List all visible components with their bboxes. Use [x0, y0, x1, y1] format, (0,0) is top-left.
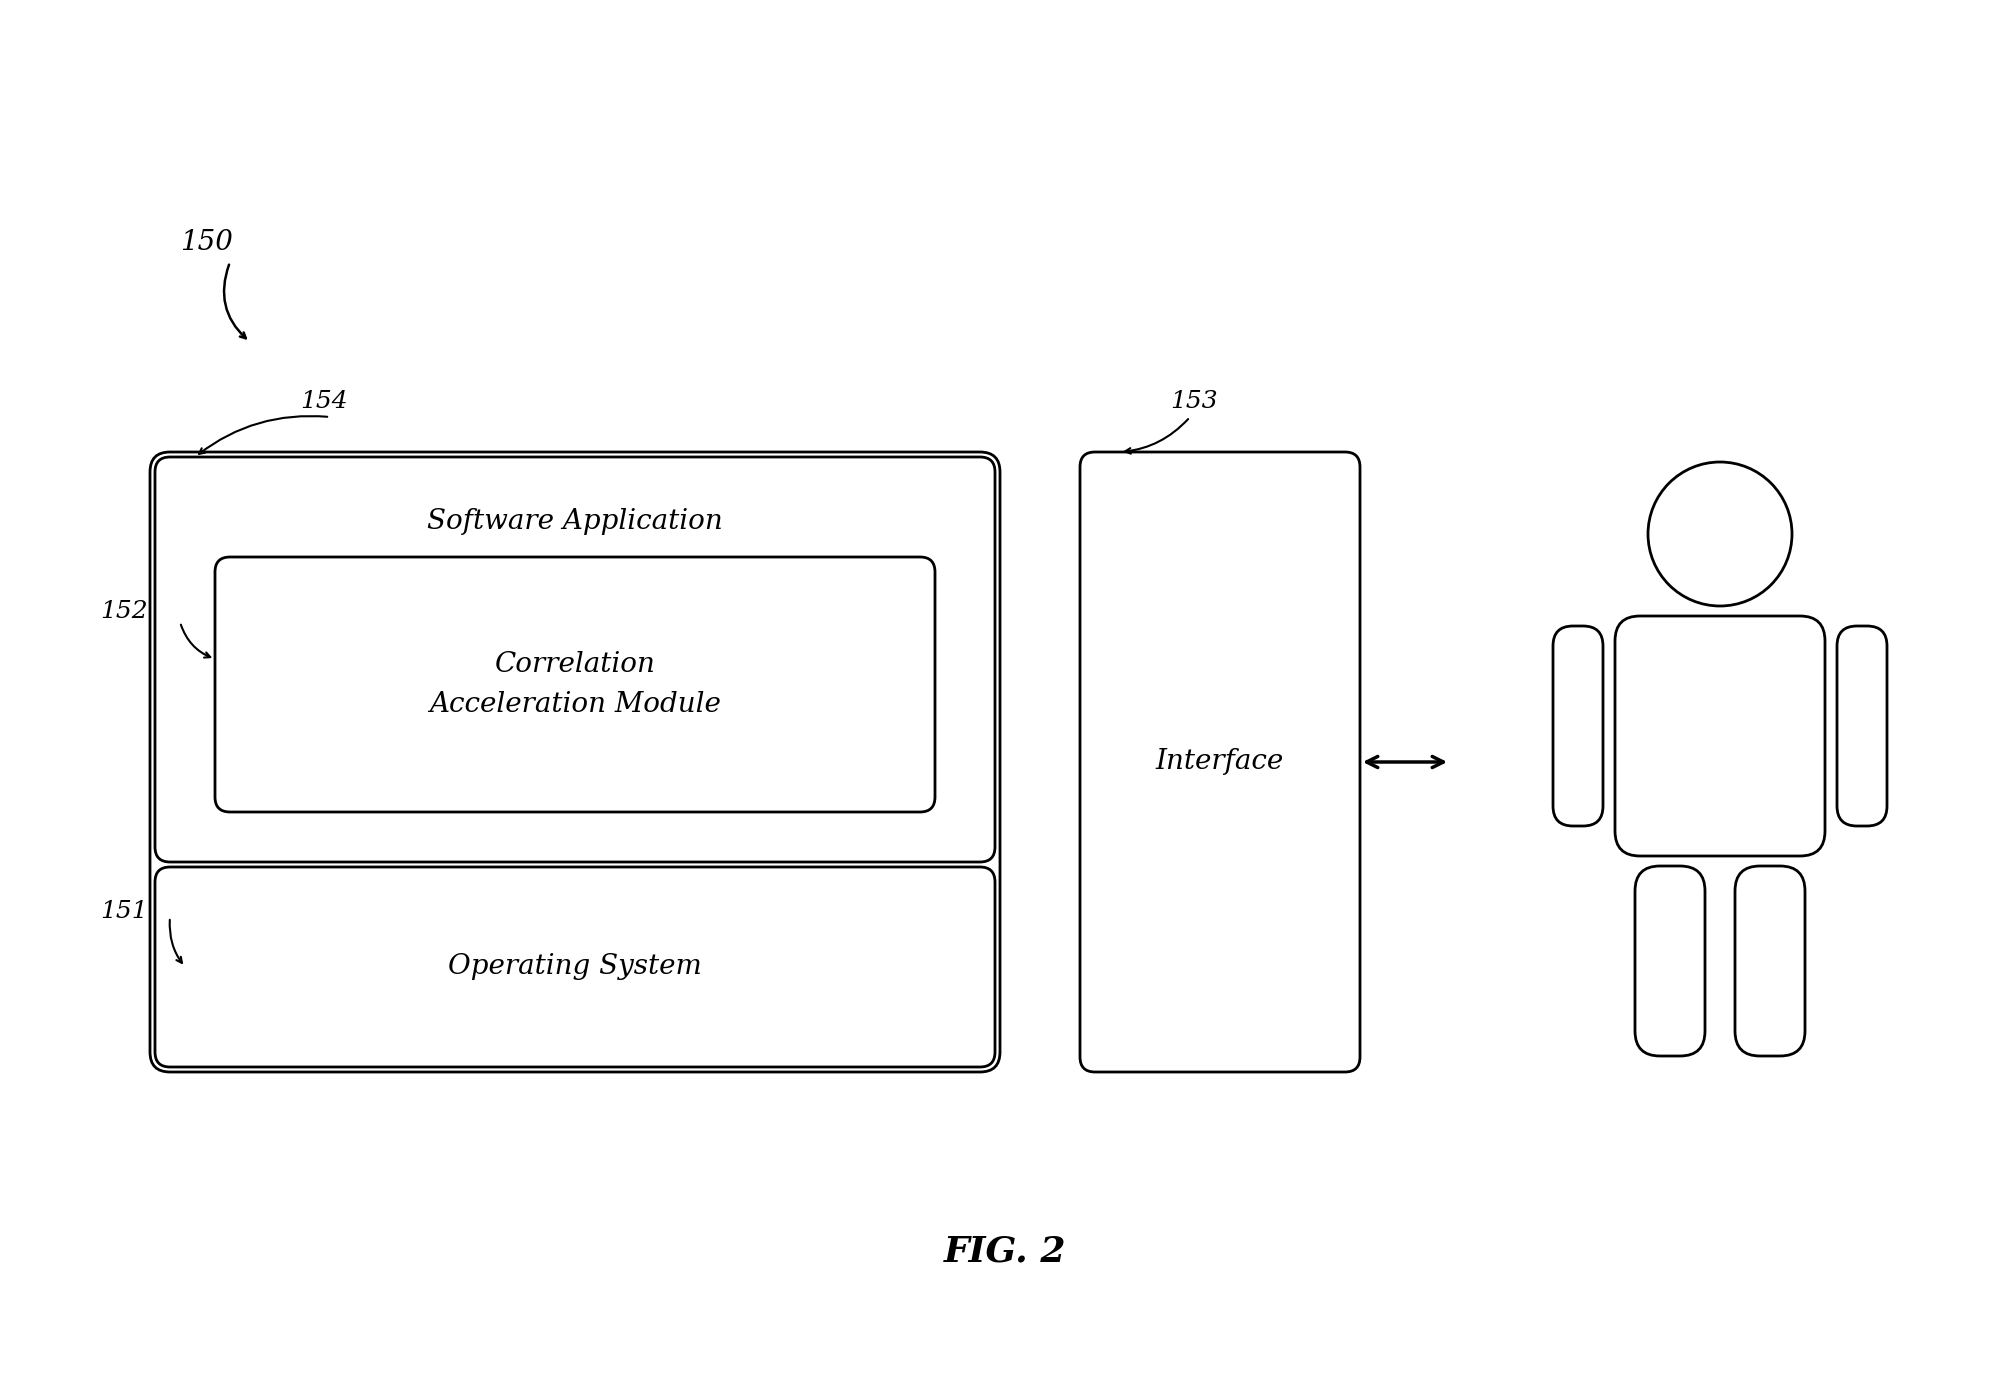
Text: 154: 154: [300, 391, 348, 413]
FancyBboxPatch shape: [1552, 626, 1603, 825]
FancyBboxPatch shape: [155, 457, 995, 862]
Text: Software Application: Software Application: [426, 508, 722, 536]
Text: Interface: Interface: [1156, 749, 1285, 775]
Text: 152: 152: [101, 600, 147, 624]
Text: 151: 151: [101, 901, 147, 923]
FancyBboxPatch shape: [151, 452, 999, 1072]
Text: FIG. 2: FIG. 2: [945, 1235, 1066, 1270]
Text: 150: 150: [181, 228, 233, 256]
FancyBboxPatch shape: [1635, 866, 1705, 1057]
Text: 153: 153: [1170, 391, 1217, 413]
FancyBboxPatch shape: [215, 557, 935, 812]
Text: Operating System: Operating System: [448, 954, 702, 980]
FancyBboxPatch shape: [1615, 617, 1826, 856]
Circle shape: [1647, 462, 1792, 606]
FancyBboxPatch shape: [1735, 866, 1806, 1057]
Text: Correlation
Acceleration Module: Correlation Acceleration Module: [428, 651, 720, 718]
FancyBboxPatch shape: [1080, 452, 1359, 1072]
FancyBboxPatch shape: [1836, 626, 1886, 825]
FancyBboxPatch shape: [155, 867, 995, 1068]
